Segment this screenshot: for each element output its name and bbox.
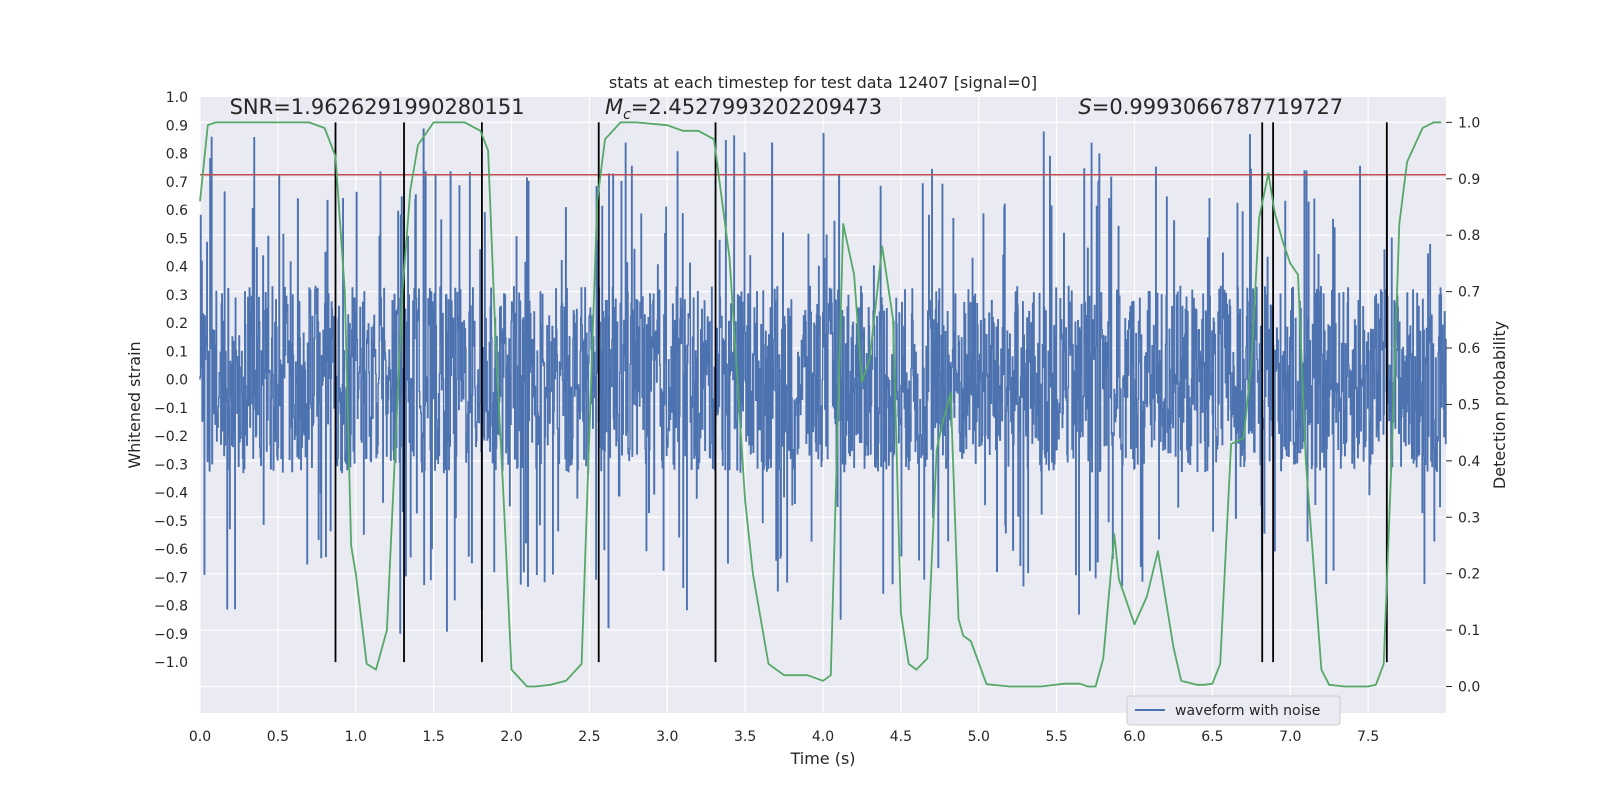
y-tick-label: −0.4 [154,486,188,502]
x-tick-label: 3.0 [656,729,678,745]
y-axis-label: Whitened strain [125,341,144,468]
y2-tick-label: 0.8 [1458,228,1480,244]
x-tick-label: 6.0 [1123,729,1145,745]
y2-tick-label: 0.0 [1458,679,1480,695]
x-tick-label: 0.0 [189,729,211,745]
x-tick-label: 6.5 [1201,729,1223,745]
y2-tick-label: 0.3 [1458,510,1480,526]
x-tick-label: 5.0 [968,729,990,745]
x-axis-label: Time (s) [789,749,855,768]
y-tick-label: 0.6 [166,203,188,219]
vertical-markers [334,122,1388,663]
annotations: SNR=1.9626291990280151 Mc=2.452799320220… [230,95,1344,123]
legend: waveform with noise [1126,695,1341,726]
waveform-trace [199,128,1447,634]
y2-tick-label: 1.0 [1458,115,1480,131]
x-tick-label: 3.5 [734,729,756,745]
x-tick-label: 2.5 [578,729,600,745]
series-detection-probability [199,121,1442,688]
y2-tick-label: 0.1 [1458,623,1480,639]
y-tick-label: −0.2 [154,429,188,445]
x-tick-label: 7.0 [1279,729,1301,745]
annotation-snr: SNR=1.9626291990280151 [230,95,525,119]
x-tick-label: 4.5 [890,729,912,745]
annotation-chirp-mass-value: =2.4527993202209473 [631,95,882,119]
y2-tick-label: 0.5 [1458,397,1480,413]
x-tick-label: 4.0 [812,729,834,745]
y-tick-label: −0.8 [154,599,188,615]
y-tick-label: −1.0 [154,655,188,671]
x-tick-label: 5.5 [1045,729,1067,745]
y-axis-ticks: 1.0 0.9 0.8 0.7 0.6 0.5 0.4 0.3 0.2 0.1 0.0 −0.1 −0.… [154,90,188,671]
x-axis-ticks: 0.0 0.5 1.0 1.5 2.0 2.5 3.0 3.5 4.0 4.5 5.0 5.5 6.0 6… [189,729,1379,745]
y2-tick-label: 0.7 [1458,285,1480,301]
x-tick-label: 0.5 [267,729,289,745]
series-waveform-with-noise [199,128,1447,634]
annotation-s: S=0.9993066787719727 [1078,95,1343,119]
y-tick-label: 0.9 [166,118,188,134]
chart-title: stats at each timestep for test data 124… [609,73,1037,92]
y-tick-label: 1.0 [166,90,188,106]
x-tick-label: 1.0 [345,729,367,745]
y2-tick-label: 0.6 [1458,341,1480,357]
annotation-chirp-mass: Mc=2.4527993202209473 [605,95,882,123]
legend-label-waveform: waveform with noise [1175,703,1320,719]
legend-box [1126,695,1341,726]
detection-probability-line [199,121,1442,688]
y2-axis-label: Detection probability [1490,321,1509,489]
y-tick-label: 0.8 [166,147,188,163]
y-tick-label: 0.1 [166,344,188,360]
y2-tick-label: 0.2 [1458,567,1480,583]
annotation-s-value: =0.9993066787719727 [1092,95,1343,119]
y2-axis-ticks: 1.0 0.9 0.8 0.7 0.6 0.5 0.4 0.3 0.2 0.1 0.0 [1446,115,1480,695]
y2-tick-label: 0.4 [1458,454,1480,470]
x-tick-label: 2.0 [500,729,522,745]
y-tick-label: −0.1 [154,401,188,417]
y-tick-label: −0.5 [154,514,188,530]
y-tick-label: −0.3 [154,457,188,473]
y-tick-label: 0.3 [166,288,188,304]
y-tick-label: 0.5 [166,231,188,247]
y-tick-label: 0.7 [166,175,188,191]
y-tick-label: 0.4 [166,260,188,276]
y-tick-label: −0.6 [154,542,188,558]
x-tick-label: 7.5 [1357,729,1379,745]
x-tick-label: 1.5 [422,729,444,745]
y-tick-label: −0.9 [154,627,188,643]
y-tick-label: 0.2 [166,316,188,332]
y-tick-label: −0.7 [154,570,188,586]
y-tick-label: 0.0 [166,373,188,389]
y2-tick-label: 0.9 [1458,172,1480,188]
